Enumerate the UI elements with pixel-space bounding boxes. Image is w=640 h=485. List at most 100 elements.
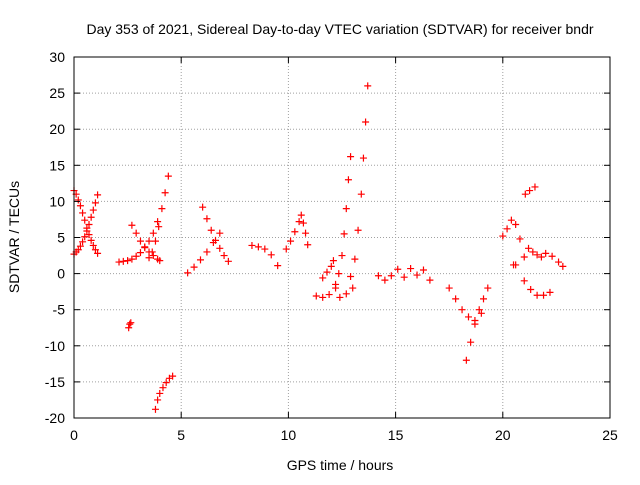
data-point (141, 243, 149, 251)
y-tick-label: 10 (49, 193, 65, 209)
data-point (537, 253, 545, 261)
data-point (516, 235, 524, 243)
data-point (128, 255, 136, 263)
data-point (295, 218, 303, 226)
data-point (387, 272, 395, 280)
y-tick-label: 30 (49, 49, 65, 65)
data-point (471, 320, 479, 328)
data-point (216, 229, 224, 237)
x-tick-label: 5 (177, 427, 185, 443)
y-tick-label: -5 (53, 302, 66, 318)
data-point (212, 236, 220, 244)
y-tick-label: 25 (49, 85, 65, 101)
data-point (115, 258, 123, 266)
data-point (512, 261, 520, 269)
series-s3 (115, 218, 162, 266)
data-point (499, 232, 507, 240)
data-point (149, 229, 157, 237)
data-point (526, 187, 534, 195)
data-point (169, 372, 177, 380)
data-point (540, 291, 548, 299)
series-s24 (521, 183, 539, 198)
data-point (124, 257, 132, 265)
data-point (261, 245, 269, 253)
data-point (374, 272, 382, 280)
data-point (297, 211, 305, 219)
data-point (381, 276, 389, 284)
data-point (216, 244, 224, 252)
data-point (362, 118, 370, 126)
data-point (291, 228, 299, 236)
data-point (132, 252, 140, 260)
data-point (325, 291, 333, 299)
data-point (512, 221, 520, 229)
y-tick-label: -20 (45, 410, 65, 426)
x-tick-label: 15 (388, 427, 404, 443)
data-point (299, 219, 307, 227)
data-point (151, 237, 159, 245)
data-point (136, 237, 144, 245)
axis-layer: 0 5 10 15 20 25 -20 -15 -10 -5 0 5 10 15 20 25 30 (45, 49, 618, 443)
chart-title: Day 353 of 2021, Sidereal Day-to-day VTE… (86, 21, 593, 37)
series-s20 (462, 284, 492, 364)
data-point (196, 256, 204, 264)
data-layer (70, 82, 567, 413)
data-point (74, 196, 82, 204)
data-point (148, 248, 156, 256)
data-point (145, 237, 153, 245)
data-point (467, 338, 475, 346)
data-point (155, 223, 163, 231)
y-tick-label: -15 (45, 374, 65, 390)
data-point (184, 269, 192, 277)
data-point (407, 265, 415, 273)
series-s23 (520, 277, 554, 299)
data-point (156, 257, 164, 265)
y-tick-label: 5 (57, 230, 65, 246)
data-point (342, 205, 350, 213)
data-point (76, 242, 84, 250)
y-axis-label: SDTVAR / TECUs (6, 181, 22, 293)
data-point (85, 221, 93, 229)
data-point (347, 153, 355, 161)
series-s12 (297, 211, 312, 249)
data-point (158, 205, 166, 213)
data-point (94, 249, 102, 257)
data-point (190, 263, 198, 271)
data-point (349, 284, 357, 292)
series-s16 (336, 284, 357, 301)
data-point (335, 270, 343, 278)
data-point (525, 244, 533, 252)
series-s21 (499, 216, 528, 261)
data-point (445, 284, 453, 292)
data-point (319, 293, 327, 301)
data-point (342, 290, 350, 298)
data-point (338, 252, 346, 260)
x-tick-label: 10 (281, 427, 297, 443)
data-point (132, 229, 140, 237)
data-point (220, 252, 228, 260)
series-s19 (445, 284, 485, 325)
data-point (136, 249, 144, 257)
data-point (464, 313, 472, 321)
data-point (248, 241, 256, 249)
data-point (154, 396, 162, 404)
data-point (336, 293, 344, 301)
data-point (304, 241, 312, 249)
data-point (125, 324, 133, 332)
series-s4 (128, 221, 164, 265)
data-point (351, 255, 359, 263)
data-point (267, 251, 275, 259)
data-point (203, 248, 211, 256)
data-point (312, 292, 320, 300)
series-s7 (151, 372, 177, 413)
data-point (89, 241, 97, 249)
data-point (74, 246, 82, 254)
data-point (527, 285, 535, 293)
data-point (475, 306, 483, 314)
data-point (207, 226, 215, 234)
data-point (507, 216, 515, 224)
data-point (344, 176, 352, 184)
data-point (145, 254, 153, 262)
data-point (81, 233, 89, 241)
